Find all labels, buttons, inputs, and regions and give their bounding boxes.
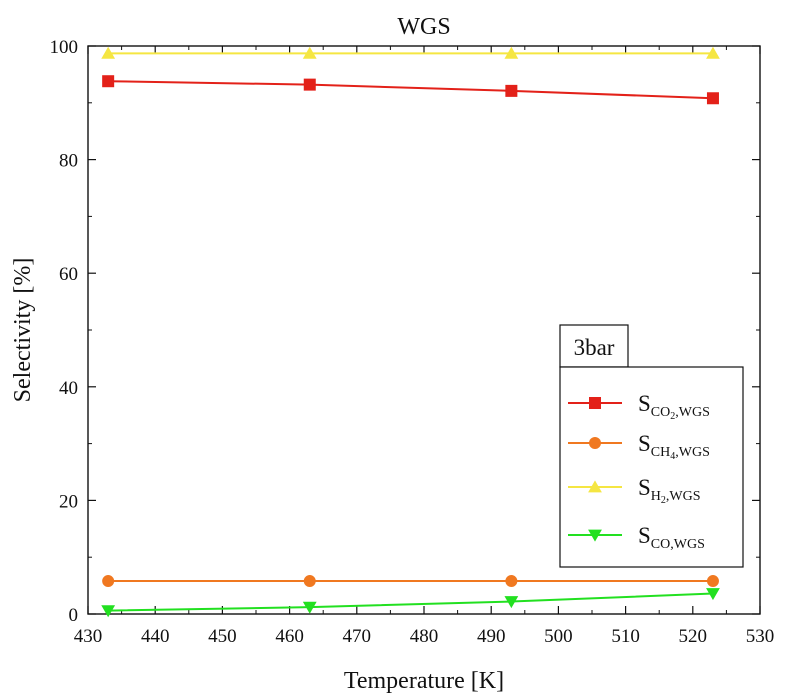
legend-label: SH2,WGS (638, 475, 701, 506)
x-tick-label: 500 (544, 626, 573, 647)
series-point (504, 46, 519, 59)
x-tick-label: 470 (343, 626, 372, 647)
x-tick-label: 430 (74, 626, 103, 647)
legend-title: 3bar (574, 335, 615, 360)
y-axis-title: Selectivity [%] (10, 258, 36, 403)
legend-label: SCO2,WGS (638, 391, 710, 422)
x-tick-label: 480 (410, 626, 439, 647)
series-point (706, 588, 720, 601)
plot-area: 430 440 450 460 470 480 490 500 510 520 530 0 20 40 60… (50, 37, 775, 647)
series-point (706, 575, 719, 588)
series-point (302, 601, 317, 614)
x-tick-label: 510 (611, 626, 640, 647)
series-point (102, 75, 115, 88)
series-line (108, 80, 713, 100)
x-tick-label: 490 (477, 626, 506, 647)
y-tick-label: 0 (69, 605, 79, 626)
chart-title: WGS (397, 14, 450, 40)
x-tick-label: 440 (141, 626, 170, 647)
y-tick-label: 100 (50, 37, 79, 58)
legend-marker (589, 397, 601, 409)
series-point (505, 575, 518, 588)
series-point (101, 46, 116, 59)
y-tick-label: 80 (59, 151, 78, 172)
series-point (302, 46, 317, 59)
x-tick-label: 520 (679, 626, 708, 647)
x-tick-label: 450 (208, 626, 237, 647)
series-point (706, 92, 719, 105)
y-tick-label: 20 (59, 491, 78, 512)
series-point (505, 84, 518, 97)
series-point (504, 596, 519, 609)
series-point (303, 78, 316, 91)
x-tick-label: 460 (275, 626, 304, 647)
x-tick-label: 530 (746, 626, 775, 647)
legend-label: SCO,WGS (638, 523, 705, 552)
legend-marker (588, 529, 602, 542)
series-line (108, 592, 713, 612)
legend-marker (588, 480, 602, 493)
x-axis-title: Temperature [K] (344, 668, 504, 694)
y-tick-label: 40 (59, 378, 78, 399)
legend-title-box (559, 324, 629, 368)
series-point (101, 605, 116, 618)
legend: 3bar SCO2,WGS SCH4,WGS SH2,WGS SCO,WGS (559, 324, 744, 568)
series-point (102, 575, 115, 588)
legend-marker (589, 437, 601, 449)
series-point (303, 575, 316, 588)
legend-label: SCH4,WGS (638, 431, 710, 462)
y-tick-label: 60 (59, 264, 78, 285)
series-point (706, 46, 720, 59)
